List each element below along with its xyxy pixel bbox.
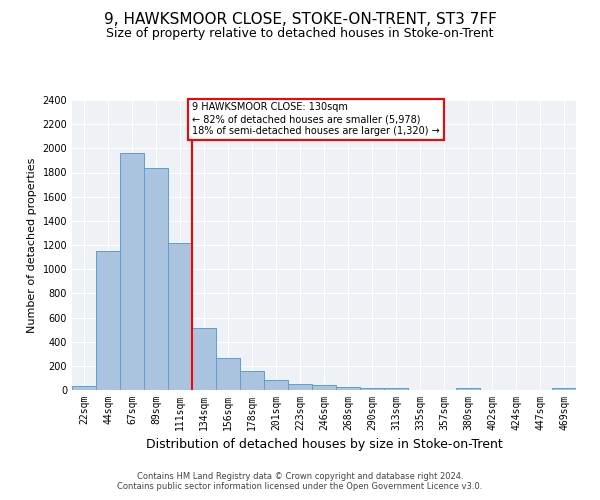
Bar bbox=[72, 386, 96, 390]
Text: 9, HAWKSMOOR CLOSE, STOKE-ON-TRENT, ST3 7FF: 9, HAWKSMOOR CLOSE, STOKE-ON-TRENT, ST3 … bbox=[104, 12, 496, 28]
Bar bbox=[120, 153, 144, 390]
Text: 9 HAWKSMOOR CLOSE: 130sqm
← 82% of detached houses are smaller (5,978)
18% of se: 9 HAWKSMOOR CLOSE: 130sqm ← 82% of detac… bbox=[192, 102, 440, 136]
Text: Size of property relative to detached houses in Stoke-on-Trent: Size of property relative to detached ho… bbox=[106, 28, 494, 40]
Bar bbox=[288, 384, 312, 390]
Bar bbox=[312, 384, 336, 390]
Bar bbox=[240, 372, 264, 390]
Text: Contains public sector information licensed under the Open Government Licence v3: Contains public sector information licen… bbox=[118, 482, 482, 491]
Bar bbox=[360, 388, 384, 390]
Text: Contains HM Land Registry data © Crown copyright and database right 2024.: Contains HM Land Registry data © Crown c… bbox=[137, 472, 463, 481]
X-axis label: Distribution of detached houses by size in Stoke-on-Trent: Distribution of detached houses by size … bbox=[146, 438, 502, 452]
Bar bbox=[168, 243, 192, 390]
Bar bbox=[264, 380, 288, 390]
Bar bbox=[384, 388, 408, 390]
Bar bbox=[552, 388, 576, 390]
Bar bbox=[192, 328, 216, 390]
Bar bbox=[336, 387, 360, 390]
Y-axis label: Number of detached properties: Number of detached properties bbox=[27, 158, 37, 332]
Bar bbox=[144, 168, 168, 390]
Bar bbox=[456, 388, 480, 390]
Bar bbox=[96, 251, 120, 390]
Bar bbox=[216, 358, 240, 390]
